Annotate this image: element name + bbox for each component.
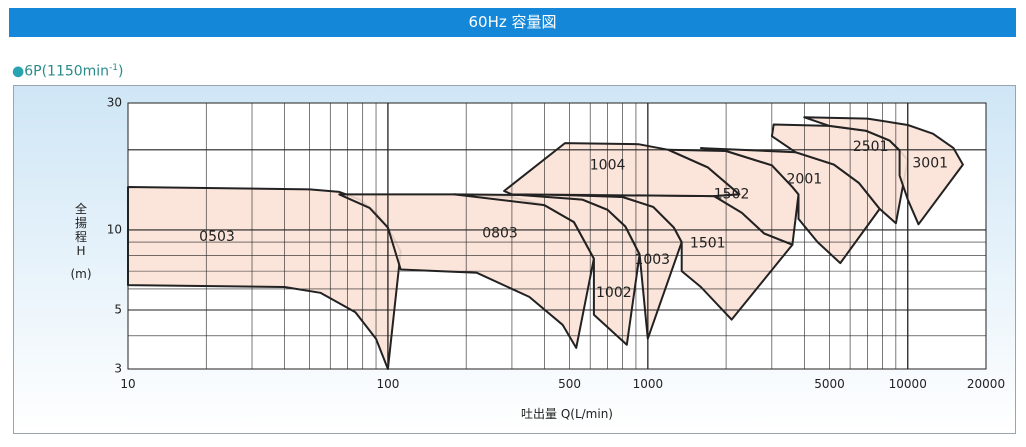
y-tick-5: 5 xyxy=(114,302,122,316)
y-tick-3: 3 xyxy=(114,362,122,376)
subtitle-text: 6P(1150min xyxy=(24,63,110,80)
label-0803: 0803 xyxy=(482,225,518,241)
banner-title: 60Hz 容量図 xyxy=(468,13,557,31)
speed-subtitle: ●6P(1150min-1) xyxy=(12,63,124,80)
x-tick-10000: 10000 xyxy=(889,377,927,391)
tick-labels: 10 100 500 1000 5000 10000 20000 3 5 10 30 xyxy=(107,96,1005,392)
label-1002: 1002 xyxy=(596,285,632,301)
subtitle-close: ) xyxy=(118,63,124,80)
y-tick-30: 30 xyxy=(107,96,122,110)
chart-banner: 60Hz 容量図 xyxy=(9,8,1016,37)
y-label-unit: (m) xyxy=(70,267,91,281)
subtitle-sup: -1 xyxy=(109,63,119,73)
label-2501: 2501 xyxy=(853,139,889,155)
x-tick-20000: 20000 xyxy=(967,377,1005,391)
y-label-char: H xyxy=(76,244,85,258)
label-1502: 1502 xyxy=(714,186,750,202)
label-2001: 2001 xyxy=(787,171,823,187)
bullet-icon: ● xyxy=(12,63,25,80)
x-tick-100: 100 xyxy=(376,377,399,391)
grid-lines xyxy=(128,103,986,369)
region-3001 xyxy=(803,116,964,226)
x-tick-500: 500 xyxy=(558,377,581,391)
label-1501: 1501 xyxy=(690,235,726,251)
y-label-char: 程 xyxy=(75,229,87,244)
region-labels: 0503 0803 1002 1003 1501 1004 1502 2001 2501 3001 xyxy=(199,139,948,301)
label-0503: 0503 xyxy=(199,229,235,245)
y-label-char: 全 xyxy=(75,201,87,216)
y-label-char: 揚 xyxy=(75,216,87,230)
x-axis-label: 吐出量 Q(L/min) xyxy=(521,407,613,421)
y-tick-10: 10 xyxy=(107,222,122,236)
label-1004: 1004 xyxy=(590,157,626,173)
x-tick-10: 10 xyxy=(120,377,135,391)
label-1003: 1003 xyxy=(634,252,670,268)
x-tick-1000: 1000 xyxy=(633,377,664,391)
label-3001: 3001 xyxy=(912,155,948,171)
pump-regions xyxy=(127,116,964,370)
x-tick-5000: 5000 xyxy=(814,377,845,391)
